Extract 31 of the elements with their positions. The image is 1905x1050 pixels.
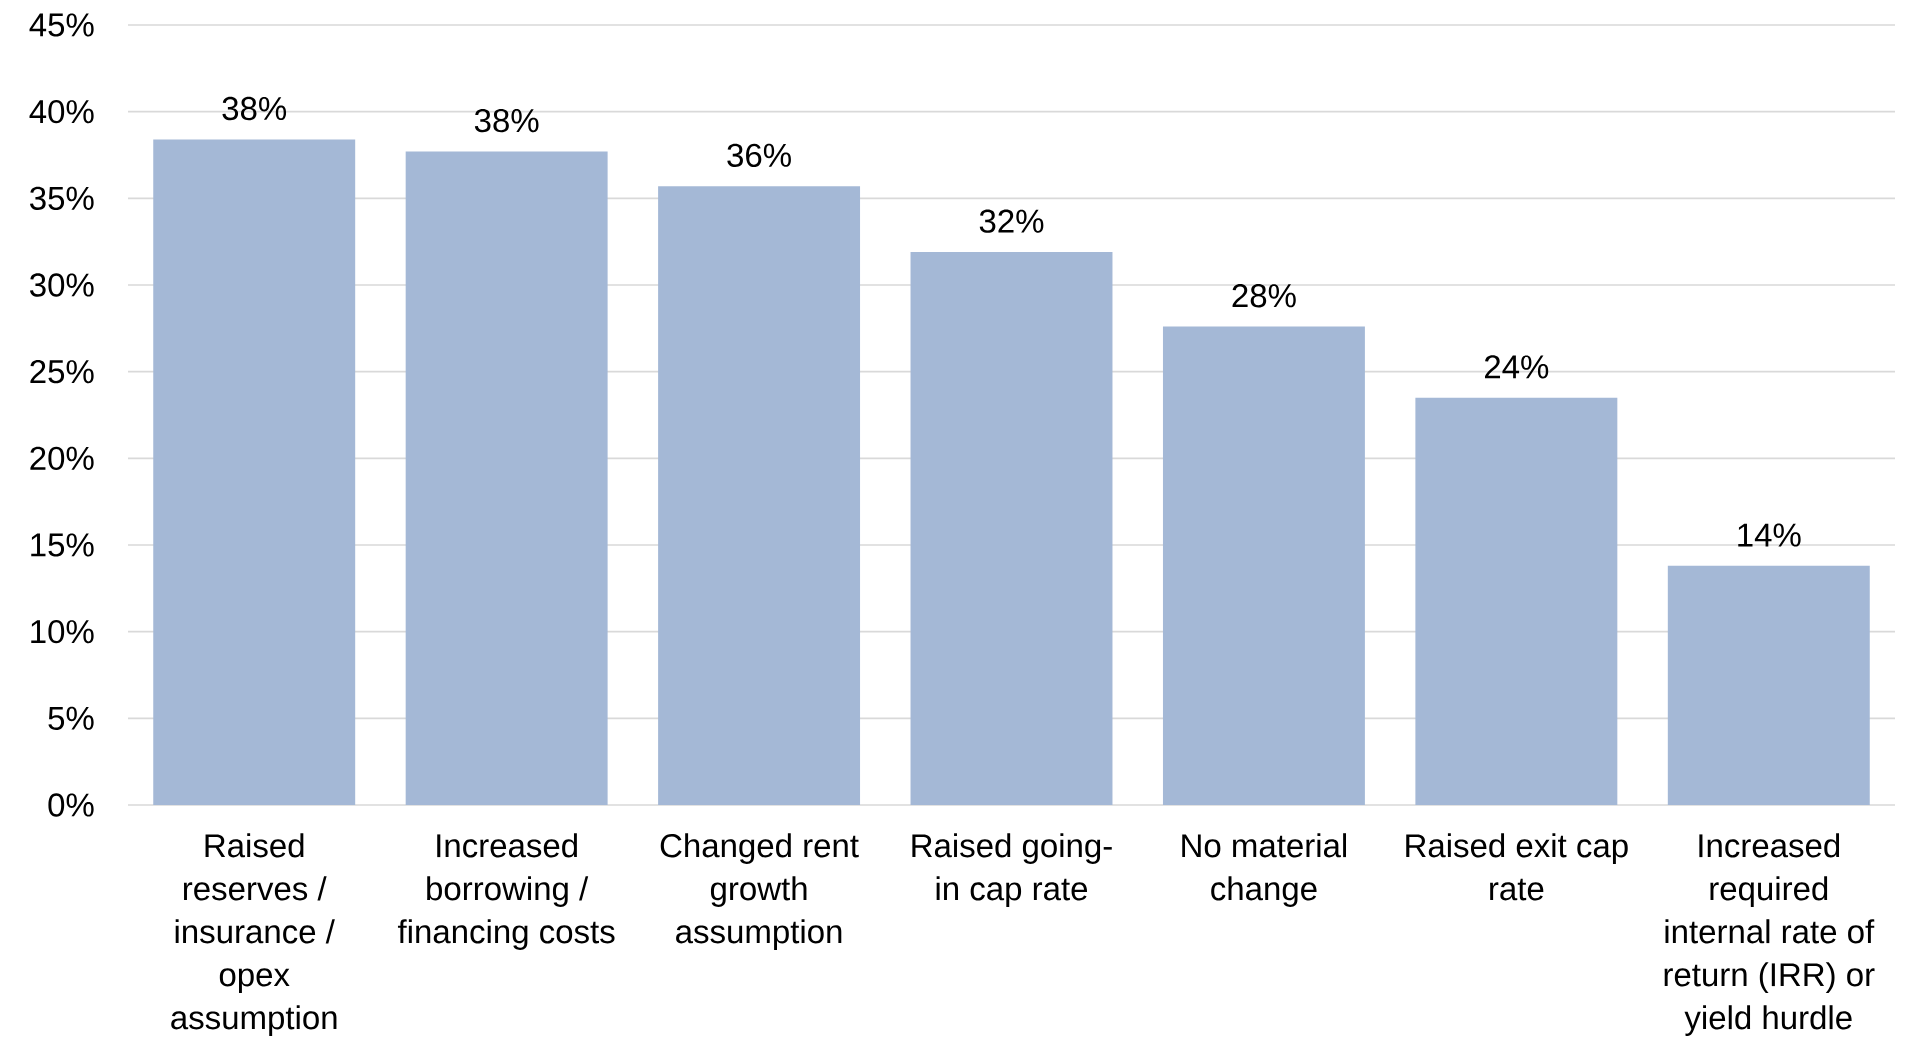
y-tick-label: 20% <box>30 446 94 471</box>
x-tick-label: Increased required internal rate of return (IRR) or yield hurdle <box>1664 833 1875 1036</box>
x-tick-label: Raised exit cap rate <box>1406 833 1628 901</box>
bar <box>1162 326 1365 805</box>
x-tick-label: Increased borrowing / financing costs <box>397 833 615 950</box>
bar <box>1415 397 1618 805</box>
bar <box>405 151 608 805</box>
y-tick-label: 5% <box>48 706 94 730</box>
y-tick-label: 35% <box>30 186 94 211</box>
y-tick-label: 45% <box>29 13 94 37</box>
y-tick-label: 30% <box>30 273 94 297</box>
data-label: 32% <box>979 209 1044 233</box>
bar <box>910 252 1113 805</box>
data-label: 38% <box>222 96 287 121</box>
y-tick-label: 15% <box>31 533 94 557</box>
bar <box>658 186 861 805</box>
x-tick-label: Raised reserves / insurance / opex assumption <box>171 833 337 1036</box>
x-tick-label: Changed rent growth assumption <box>660 833 859 950</box>
y-tick-label: 25% <box>30 359 94 384</box>
y-tick-label: 40% <box>29 99 94 124</box>
x-tick-label: No material change <box>1182 833 1347 907</box>
data-label: 14% <box>1738 523 1801 547</box>
bar <box>1667 565 1870 805</box>
data-label: 28% <box>1232 284 1296 308</box>
x-tick-label: Raised going-in cap rate <box>912 833 1112 907</box>
bar <box>153 139 356 805</box>
data-label: 24% <box>1484 355 1549 379</box>
y-tick-label: 10% <box>31 619 94 644</box>
y-tick-label: 0% <box>48 793 94 817</box>
data-label: 38% <box>474 108 539 133</box>
data-label: 36% <box>727 143 791 167</box>
